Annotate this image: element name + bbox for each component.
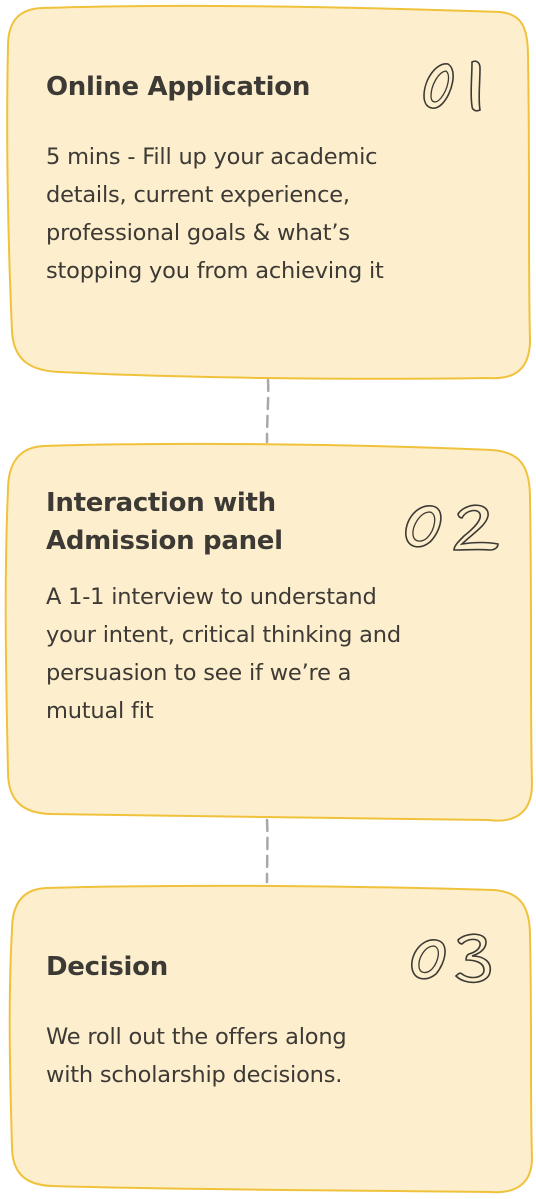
step-title: Online Application bbox=[46, 72, 311, 102]
step-description: 5 mins - Fill up your academic details, … bbox=[46, 144, 384, 284]
step-description: We roll out the offers along with schola… bbox=[46, 1024, 347, 1088]
step-card-1: Online Application 5 mins - Fill up your… bbox=[0, 0, 536, 385]
step-description: A 1-1 interview to understand your inten… bbox=[46, 584, 401, 724]
step-connector-2-3 bbox=[265, 818, 269, 884]
step-number-03 bbox=[411, 933, 492, 984]
step-card-3: Decision We roll out the offers along wi… bbox=[0, 880, 536, 1195]
step-number-02 bbox=[405, 504, 499, 551]
card-border bbox=[8, 884, 534, 1194]
step-connector-1-2 bbox=[265, 378, 270, 444]
step-title: Decision bbox=[46, 952, 168, 982]
step-title: Interaction with Admission panel bbox=[46, 488, 283, 556]
card-border bbox=[4, 442, 534, 822]
card-border bbox=[6, 4, 532, 380]
step-card-2: Interaction with Admission panel A 1-1 i… bbox=[0, 440, 536, 825]
step-number-01 bbox=[423, 60, 481, 112]
